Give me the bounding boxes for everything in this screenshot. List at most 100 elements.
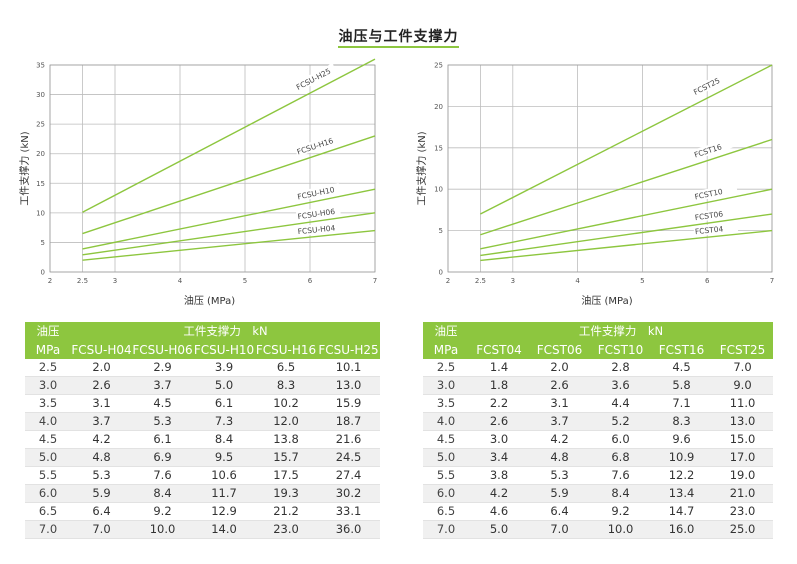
force-cell: 6.1 xyxy=(132,430,193,449)
x-axis-title: 油压 (MPa) xyxy=(581,294,632,307)
force-cell: 3.8 xyxy=(469,466,529,485)
series-label-bg xyxy=(293,63,338,93)
force-cell: 10.0 xyxy=(132,520,193,539)
series-label-bg xyxy=(295,183,341,202)
table-row: 6.0 5.9 8.4 11.7 19.3 30.2 xyxy=(25,484,380,503)
x-tick-label: 2.5 xyxy=(77,277,88,285)
force-cell: 17.0 xyxy=(712,448,773,467)
force-cell: 21.0 xyxy=(712,484,773,503)
x-axis-title: 油压 (MPa) xyxy=(184,294,235,307)
force-cell: 7.3 xyxy=(193,412,255,431)
force-cell: 7.0 xyxy=(529,520,590,539)
force-cell: 3.1 xyxy=(529,394,590,413)
y-axis-title: 工件支撑力 (kN) xyxy=(415,131,428,205)
x-tick-label: 4 xyxy=(575,277,580,285)
table-row: 7.0 7.0 10.0 14.0 23.0 36.0 xyxy=(25,520,380,539)
series-label-bg xyxy=(691,136,737,160)
force-cell: 33.1 xyxy=(317,502,380,521)
force-cell: 21.2 xyxy=(255,502,317,521)
force-cell: 5.9 xyxy=(529,484,590,503)
y-tick-label: 10 xyxy=(434,186,443,194)
force-cell: 3.7 xyxy=(71,412,132,431)
force-cell: 3.7 xyxy=(132,376,193,395)
y-tick-label: 30 xyxy=(36,91,45,99)
series-label: FCST10 xyxy=(692,182,738,202)
table-row: 5.0 3.4 4.8 6.8 10.9 17.0 xyxy=(423,448,773,467)
series-line xyxy=(480,229,773,262)
group-header: 工件支撑力 kN xyxy=(469,322,773,341)
series-line xyxy=(82,212,376,256)
force-cell: 5.3 xyxy=(529,466,590,485)
series-line xyxy=(82,188,376,250)
force-cell: 4.4 xyxy=(590,394,651,413)
table-row: 4.0 3.7 5.3 7.3 12.0 18.7 xyxy=(25,412,380,431)
force-cell: 4.2 xyxy=(529,430,590,449)
force-cell: 6.0 xyxy=(590,430,651,449)
force-cell: 25.0 xyxy=(712,520,773,539)
series-label-bg xyxy=(296,221,341,237)
x-tick-label: 2.5 xyxy=(475,277,486,285)
table-row: 2.5 1.4 2.0 2.8 4.5 7.0 xyxy=(423,359,773,377)
force-cell: 18.7 xyxy=(317,412,380,431)
plot-frame xyxy=(49,64,376,273)
force-cell: 13.4 xyxy=(651,484,712,503)
table-row: 3.0 1.8 2.6 3.6 5.8 9.0 xyxy=(423,376,773,395)
y-tick-label: 25 xyxy=(434,62,443,70)
force-cell: 9.2 xyxy=(590,502,651,521)
series-label-text: FCST04 xyxy=(694,224,723,236)
series-label-bg xyxy=(295,205,341,222)
force-cell: 2.2 xyxy=(469,394,529,413)
series-line xyxy=(82,135,376,235)
series-label: FCST06 xyxy=(693,206,739,223)
force-cell: 19.3 xyxy=(255,484,317,503)
pressure-cell: 2.5 xyxy=(25,359,71,377)
table-row: 3.5 3.1 4.5 6.1 10.2 15.9 xyxy=(25,394,380,413)
series-label: FCSU-H10 xyxy=(295,183,341,202)
y-tick-label: 20 xyxy=(434,103,443,111)
table-row: 2.5 2.0 2.9 3.9 6.5 10.1 xyxy=(25,359,380,377)
column-header: FCSU-H04 xyxy=(71,341,132,359)
force-cell: 1.4 xyxy=(469,359,529,377)
corner-label-top: 油压 xyxy=(423,322,469,341)
force-cell: 1.8 xyxy=(469,376,529,395)
force-cell: 5.0 xyxy=(193,376,255,395)
pressure-cell: 7.0 xyxy=(25,520,71,539)
force-cell: 5.0 xyxy=(469,520,529,539)
force-cell: 7.0 xyxy=(71,520,132,539)
x-tick-label: 3 xyxy=(113,277,117,285)
y-tick-label: 20 xyxy=(36,150,45,158)
series-label-text: FCST06 xyxy=(694,209,724,222)
series-line xyxy=(82,58,376,213)
force-cell: 9.2 xyxy=(132,502,193,521)
force-cell: 4.5 xyxy=(132,394,193,413)
y-axis-title: 工件支撑力 (kN) xyxy=(18,131,31,205)
y-tick-label: 15 xyxy=(434,144,443,152)
pressure-cell: 4.5 xyxy=(423,430,469,449)
pressure-cell: 5.5 xyxy=(423,466,469,485)
series-label: FCST16 xyxy=(691,136,737,160)
y-tick-label: 0 xyxy=(41,269,45,277)
table-row: 6.0 4.2 5.9 8.4 13.4 21.0 xyxy=(423,484,773,503)
column-header: FCSU-H06 xyxy=(132,341,193,359)
force-cell: 5.3 xyxy=(71,466,132,485)
force-cell: 9.5 xyxy=(193,448,255,467)
table-row: 5.5 5.3 7.6 10.6 17.5 27.4 xyxy=(25,466,380,485)
force-cell: 10.9 xyxy=(651,448,712,467)
corner-label-bottom: MPa xyxy=(25,341,71,359)
y-tick-label: 25 xyxy=(36,121,45,129)
table-fcsu: 油压 工件支撑力 kN MPa FCSU-H04 FCSU-H06 FCSU-H… xyxy=(25,322,380,539)
force-cell: 8.4 xyxy=(193,430,255,449)
table-row: 5.0 4.8 6.9 9.5 15.7 24.5 xyxy=(25,448,380,467)
force-cell: 2.0 xyxy=(529,359,590,377)
force-cell: 15.7 xyxy=(255,448,317,467)
force-cell: 7.0 xyxy=(712,359,773,377)
y-tick-label: 0 xyxy=(439,269,443,277)
force-cell: 6.4 xyxy=(529,502,590,521)
table-row: 3.0 2.6 3.7 5.0 8.3 13.0 xyxy=(25,376,380,395)
force-cell: 3.9 xyxy=(193,359,255,377)
table-row: 4.5 3.0 4.2 6.0 9.6 15.0 xyxy=(423,430,773,449)
force-cell: 10.6 xyxy=(193,466,255,485)
force-cell: 5.9 xyxy=(71,484,132,503)
force-cell: 15.0 xyxy=(712,430,773,449)
